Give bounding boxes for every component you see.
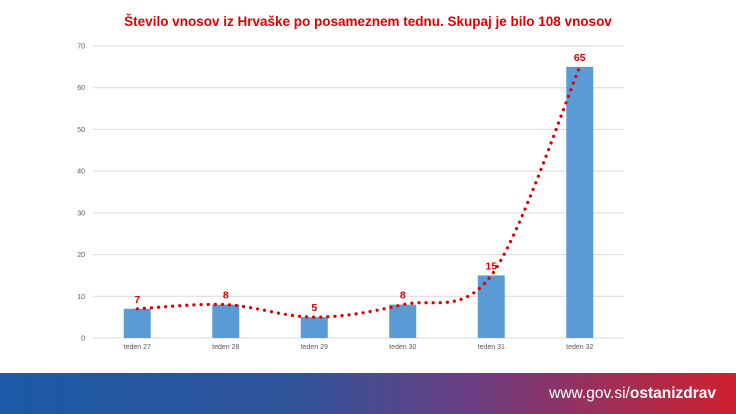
bar (477, 275, 505, 338)
bar (300, 317, 328, 338)
data-label: 65 (574, 52, 586, 64)
gridlines (93, 45, 624, 339)
x-axis-ticks: teden 27 teden 28 teden 29 teden 30 teden 31… (124, 344, 594, 351)
y-tick-label: 0 (81, 336, 85, 343)
chart-title: Število vnosov iz Hrvaške po posameznem … (124, 14, 612, 29)
bar (389, 304, 417, 338)
y-tick-label: 50 (77, 127, 85, 134)
data-label: 8 (223, 290, 229, 302)
bars (123, 66, 594, 338)
y-tick-label: 70 (77, 44, 85, 51)
x-tick-label: teden 27 (124, 344, 151, 351)
x-tick-label: teden 30 (389, 344, 416, 351)
x-tick-label: teden 32 (566, 344, 593, 351)
bar (566, 66, 594, 338)
data-labels: 7 8 5 8 15 65 (134, 52, 585, 314)
data-label: 7 (134, 294, 140, 306)
trendline-path (135, 65, 582, 319)
y-tick-label: 40 (77, 169, 85, 176)
data-label: 5 (311, 302, 317, 314)
footer-gradient (0, 373, 736, 414)
y-axis-ticks: 0 10 20 30 40 50 60 70 (77, 44, 85, 343)
footer-url-bold: ostanizdrav (629, 385, 716, 402)
footer-banner: www.gov.si/ostanizdrav (0, 373, 736, 414)
footer-url-prefix: www.gov.si/ (549, 385, 630, 402)
x-tick-label: teden 29 (301, 344, 328, 351)
y-tick-label: 60 (77, 85, 85, 92)
data-label: 8 (400, 290, 406, 302)
x-tick-label: teden 31 (478, 344, 505, 351)
y-tick-label: 30 (77, 210, 85, 217)
bar-chart: 0 10 20 30 40 50 60 70 teden 27 teden 28 teden 29… (77, 44, 624, 351)
footer-url-link[interactable]: www.gov.si/ostanizdrav (549, 373, 716, 414)
data-label: 15 (485, 260, 497, 272)
x-tick-label: teden 28 (212, 344, 239, 351)
bar (123, 308, 151, 338)
bar (212, 304, 240, 338)
y-tick-label: 10 (77, 294, 85, 301)
trendline (135, 65, 582, 319)
y-tick-label: 20 (77, 252, 85, 259)
